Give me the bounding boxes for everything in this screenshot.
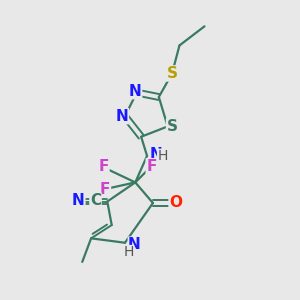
Text: O: O: [169, 195, 182, 210]
Text: N: N: [116, 109, 128, 124]
Text: N: N: [72, 193, 85, 208]
Text: N: N: [150, 147, 163, 162]
Text: S: S: [167, 66, 178, 81]
Text: H: H: [157, 149, 168, 163]
Text: N: N: [129, 84, 142, 99]
Text: F: F: [99, 159, 109, 174]
Text: C: C: [90, 193, 101, 208]
Text: H: H: [123, 245, 134, 259]
Text: F: F: [100, 182, 110, 197]
Text: S: S: [167, 119, 178, 134]
Text: N: N: [128, 237, 141, 252]
Text: F: F: [146, 159, 157, 174]
